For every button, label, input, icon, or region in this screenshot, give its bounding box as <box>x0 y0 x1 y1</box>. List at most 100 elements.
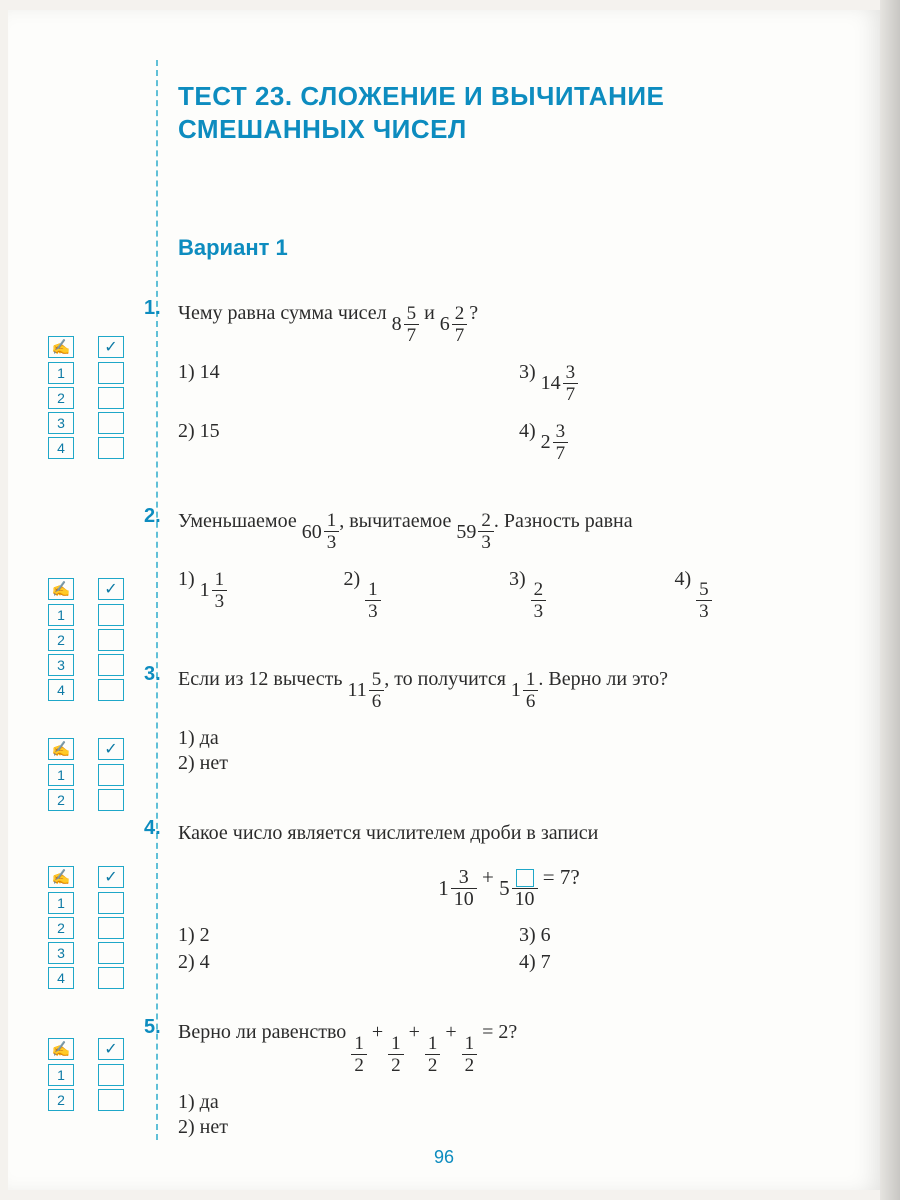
answer-cell[interactable] <box>98 654 124 676</box>
answer-grid: ✍✓ 1 2 3 4 <box>48 866 144 989</box>
question-stem: Уменьшаемое 6013, вычитаемое 5923. Разно… <box>178 505 840 553</box>
answer-cell[interactable] <box>98 892 124 914</box>
check-icon: ✓ <box>98 336 124 358</box>
pencil-icon: ✍ <box>48 866 74 888</box>
question-stem: Верно ли равенство 12 + 12 + 12 + 12 = 2… <box>178 1016 840 1074</box>
check-icon: ✓ <box>98 578 124 600</box>
pencil-icon: ✍ <box>48 336 74 358</box>
pencil-icon: ✍ <box>48 578 74 600</box>
option-4: 4) 237 <box>519 420 840 463</box>
answer-row: 1 <box>48 604 144 626</box>
answer-cell[interactable] <box>98 789 124 811</box>
answer-cell[interactable] <box>98 412 124 434</box>
answer-row-number: 4 <box>48 679 74 701</box>
title-line2: СМЕШАННЫХ ЧИСЕЛ <box>178 114 467 144</box>
answer-row: 3 <box>48 654 144 676</box>
answer-cell[interactable] <box>98 629 124 651</box>
answer-cell[interactable] <box>98 387 124 409</box>
option-3: 3) 23 <box>509 568 675 621</box>
answer-row: 2 <box>48 387 144 409</box>
answer-rows: 12 <box>48 764 144 811</box>
answer-row-number: 1 <box>48 362 74 384</box>
question-stem: Если из 12 вычесть 1156, то получится 11… <box>178 663 840 711</box>
answer-row: 2 <box>48 789 144 811</box>
option-3: 3) 6 <box>519 924 840 947</box>
variant-heading: Вариант 1 <box>178 235 840 261</box>
pencil-icon: ✍ <box>48 738 74 760</box>
answer-row: 1 <box>48 764 144 786</box>
page-number: 96 <box>8 1147 880 1168</box>
answer-cell[interactable] <box>98 1064 124 1086</box>
mixed-number: 627 <box>440 304 468 345</box>
answer-row: 4 <box>48 967 144 989</box>
answer-row: 3 <box>48 412 144 434</box>
answer-rows: 12 <box>48 1064 144 1111</box>
question-number: 5. <box>144 1016 161 1039</box>
answer-row-number: 2 <box>48 629 74 651</box>
answer-row: 2 <box>48 917 144 939</box>
options: 1) да 2) нет <box>178 727 840 775</box>
answer-cell[interactable] <box>98 942 124 964</box>
options: 1) 113 2) 13 3) 23 4) 53 <box>178 568 840 621</box>
answer-row-number: 1 <box>48 892 74 914</box>
option-1: 1) да <box>178 727 840 750</box>
answer-grid-header: ✍✓ <box>48 866 144 888</box>
answer-cell[interactable] <box>98 604 124 626</box>
check-icon: ✓ <box>98 1038 124 1060</box>
equation: 1310 + 510 = 7? <box>178 865 840 911</box>
blank-box: 10 <box>512 869 538 910</box>
answer-row-number: 1 <box>48 764 74 786</box>
answer-cell[interactable] <box>98 679 124 701</box>
answer-grid-header: ✍✓ <box>48 336 144 358</box>
question-number: 1. <box>144 297 161 320</box>
page-title: ТЕСТ 23. СЛОЖЕНИЕ И ВЫЧИТАНИЕ СМЕШАННЫХ … <box>178 80 840 145</box>
answer-grid: ✍✓1234 <box>48 578 144 701</box>
page-spine-shadow <box>880 0 900 1200</box>
answer-cell[interactable] <box>98 1089 124 1111</box>
title-line1: ТЕСТ 23. СЛОЖЕНИЕ И ВЫЧИТАНИЕ <box>178 81 664 111</box>
pencil-icon: ✍ <box>48 1038 74 1060</box>
answer-row: 3 <box>48 942 144 964</box>
question-number: 3. <box>144 663 161 686</box>
answer-cell[interactable] <box>98 967 124 989</box>
answer-row-number: 3 <box>48 942 74 964</box>
option-1: 1) 113 <box>178 568 344 621</box>
option-3: 3) 1437 <box>519 361 840 404</box>
question-4: 4. Какое число является числителем дроби… <box>178 817 840 975</box>
question-2: 2. Уменьшаемое 6013, вычитаемое 5923. Ра… <box>178 505 840 622</box>
answer-cell[interactable] <box>98 362 124 384</box>
question-number: 2. <box>144 505 161 528</box>
answer-cell[interactable] <box>98 917 124 939</box>
answer-cell[interactable] <box>98 437 124 459</box>
answer-row: 1 <box>48 892 144 914</box>
option-2: 2) 15 <box>178 420 499 463</box>
answer-cell[interactable] <box>98 764 124 786</box>
answer-row-number: 2 <box>48 387 74 409</box>
answer-row: 2 <box>48 629 144 651</box>
answer-grid: ✍✓12 <box>48 738 144 811</box>
answer-row-number: 4 <box>48 437 74 459</box>
answer-rows: 1 2 3 4 <box>48 362 144 459</box>
check-icon: ✓ <box>98 738 124 760</box>
answer-row: 2 <box>48 1089 144 1111</box>
answer-grid: ✍✓1234 <box>48 336 144 459</box>
answer-row-number: 1 <box>48 1064 74 1086</box>
option-2: 2) 4 <box>178 951 499 974</box>
page: ТЕСТ 23. СЛОЖЕНИЕ И ВЫЧИТАНИЕ СМЕШАННЫХ … <box>8 10 880 1190</box>
option-4: 4) 53 <box>675 568 841 621</box>
answer-row-number: 3 <box>48 412 74 434</box>
mixed-number: 857 <box>392 304 420 345</box>
answer-row: 1 <box>48 1064 144 1086</box>
answer-row: 4 <box>48 437 144 459</box>
answer-grid-header: ✍✓ <box>48 578 144 600</box>
option-2: 2) нет <box>178 752 840 775</box>
answer-row-number: 2 <box>48 789 74 811</box>
margin-rule <box>156 60 158 1140</box>
answer-row-number: 2 <box>48 1089 74 1111</box>
question-stem: Какое число является числителем дроби в … <box>178 817 840 849</box>
answer-row-number: 1 <box>48 604 74 626</box>
option-1: 1) да <box>178 1091 840 1114</box>
answer-rows: 1 2 3 4 <box>48 604 144 701</box>
option-2: 2) нет <box>178 1116 840 1139</box>
answer-row: 1 <box>48 362 144 384</box>
